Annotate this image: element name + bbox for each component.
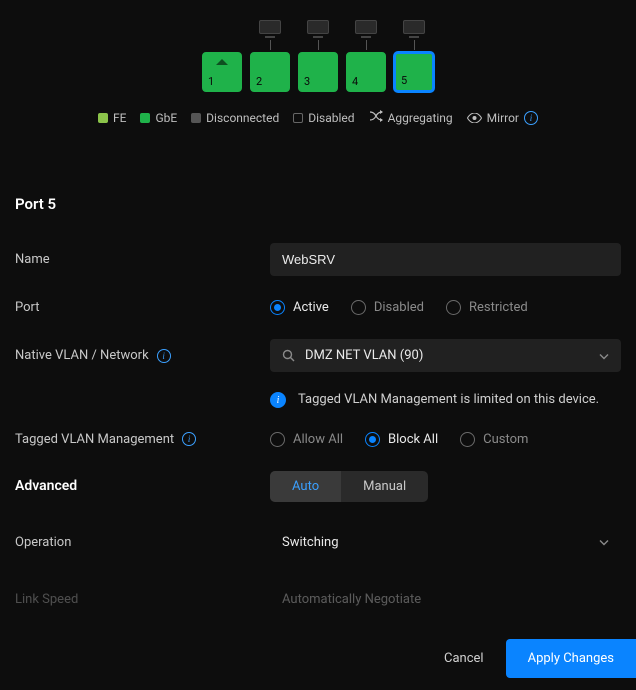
operation-select[interactable]: Switching [270, 526, 621, 559]
aggregating-icon [369, 110, 383, 125]
eye-icon [467, 113, 482, 123]
port-block-5[interactable]: 5 [394, 52, 434, 92]
legend-disconnected: Disconnected [191, 111, 279, 125]
tagged-vlan-label: Tagged VLAN Management [15, 432, 174, 447]
device-monitor-icon [403, 20, 425, 36]
tagged-custom-label: Custom [483, 432, 528, 447]
legend-disconnected-label: Disconnected [206, 111, 279, 125]
advanced-toggle: Auto Manual [270, 471, 428, 502]
legend-mirror: Mirror i [467, 111, 538, 125]
port-column-1: 1 [202, 20, 242, 92]
name-input[interactable] [270, 243, 621, 276]
legend-fe-label: FE [113, 111, 126, 125]
port-state-label: Port [15, 300, 270, 315]
tagged-allow-radio[interactable]: Allow All [270, 432, 343, 447]
port-block-3[interactable]: 3 [298, 52, 338, 92]
native-vlan-value: DMZ NET VLAN (90) [305, 348, 423, 363]
legend-gbe: GbE [140, 111, 177, 125]
connection-line [270, 40, 271, 50]
port-number-label: 1 [208, 75, 214, 88]
port-block-1[interactable]: 1 [202, 52, 242, 92]
disabled-swatch [293, 113, 303, 123]
port-number-label: 5 [401, 74, 407, 87]
chevron-down-icon [599, 535, 609, 550]
radio-circle-icon [446, 300, 461, 315]
device-monitor-icon [259, 20, 281, 36]
radio-circle-icon [270, 432, 285, 447]
legend-mirror-label: Mirror [487, 111, 519, 125]
apply-changes-button[interactable]: Apply Changes [506, 639, 636, 678]
disconnected-swatch [191, 113, 201, 123]
footer-actions: Cancel Apply Changes [0, 627, 636, 690]
tagged-block-label: Block All [388, 432, 438, 447]
gbe-swatch [140, 113, 150, 123]
tagged-vlan-notice-text: Tagged VLAN Management is limited on thi… [298, 390, 599, 410]
port-active-label: Active [293, 300, 329, 315]
radio-circle-icon [270, 300, 285, 315]
device-monitor-icon [355, 20, 377, 36]
tagged-vlan-radio-group: Allow All Block All Custom [270, 432, 621, 447]
legend-gbe-label: GbE [155, 111, 177, 125]
native-vlan-select[interactable]: DMZ NET VLAN (90) [270, 339, 621, 372]
tagged-block-radio[interactable]: Block All [365, 432, 438, 447]
cancel-button[interactable]: Cancel [444, 651, 484, 666]
port-disabled-label: Disabled [374, 300, 424, 315]
port-column-2: 2 [250, 20, 290, 92]
radio-circle-icon [351, 300, 366, 315]
port-column-5: 5 [394, 20, 434, 92]
port-number-label: 2 [256, 75, 262, 88]
port-number-label: 3 [304, 75, 310, 88]
name-label: Name [15, 252, 270, 267]
advanced-label: Advanced [15, 478, 270, 494]
link-speed-value: Automatically Negotiate [282, 592, 421, 607]
device-monitor-icon [307, 20, 329, 36]
legend-aggregating-label: Aggregating [388, 111, 453, 125]
link-speed-label: Link Speed [15, 592, 270, 607]
search-icon [282, 349, 295, 362]
native-vlan-label: Native VLAN / Network [15, 348, 149, 363]
connection-line [318, 40, 319, 50]
port-legend: FE GbE Disconnected Disabled Aggregating… [0, 110, 636, 125]
port-title: Port 5 [0, 195, 636, 213]
port-restricted-radio[interactable]: Restricted [446, 300, 528, 315]
advanced-manual-button[interactable]: Manual [341, 471, 428, 502]
tagged-allow-label: Allow All [293, 432, 343, 447]
fe-swatch [98, 113, 108, 123]
connection-line [366, 40, 367, 50]
port-column-3: 3 [298, 20, 338, 92]
tagged-custom-radio[interactable]: Custom [460, 432, 528, 447]
port-number-label: 4 [352, 75, 358, 88]
port-disabled-radio[interactable]: Disabled [351, 300, 424, 315]
connection-line [414, 40, 415, 50]
radio-circle-icon [365, 432, 380, 447]
port-restricted-label: Restricted [469, 300, 528, 315]
port-active-radio[interactable]: Active [270, 300, 329, 315]
info-icon[interactable]: i [157, 349, 171, 363]
legend-fe: FE [98, 111, 126, 125]
chevron-down-icon [599, 348, 609, 363]
operation-label: Operation [15, 535, 270, 550]
tagged-vlan-notice: i Tagged VLAN Management is limited on t… [270, 390, 621, 410]
info-fill-icon: i [270, 392, 286, 408]
info-icon[interactable]: i [182, 432, 196, 446]
port-diagram: 1 2 3 4 5 [0, 0, 636, 92]
port-block-2[interactable]: 2 [250, 52, 290, 92]
port-column-4: 4 [346, 20, 386, 92]
radio-circle-icon [460, 432, 475, 447]
port-block-4[interactable]: 4 [346, 52, 386, 92]
advanced-auto-button[interactable]: Auto [270, 471, 341, 502]
legend-aggregating: Aggregating [369, 110, 453, 125]
info-icon[interactable]: i [524, 111, 538, 125]
legend-disabled-label: Disabled [308, 111, 354, 125]
operation-value: Switching [282, 535, 339, 550]
legend-disabled: Disabled [293, 111, 354, 125]
link-speed-select[interactable]: Automatically Negotiate [270, 583, 621, 616]
port-state-radio-group: Active Disabled Restricted [270, 300, 621, 315]
